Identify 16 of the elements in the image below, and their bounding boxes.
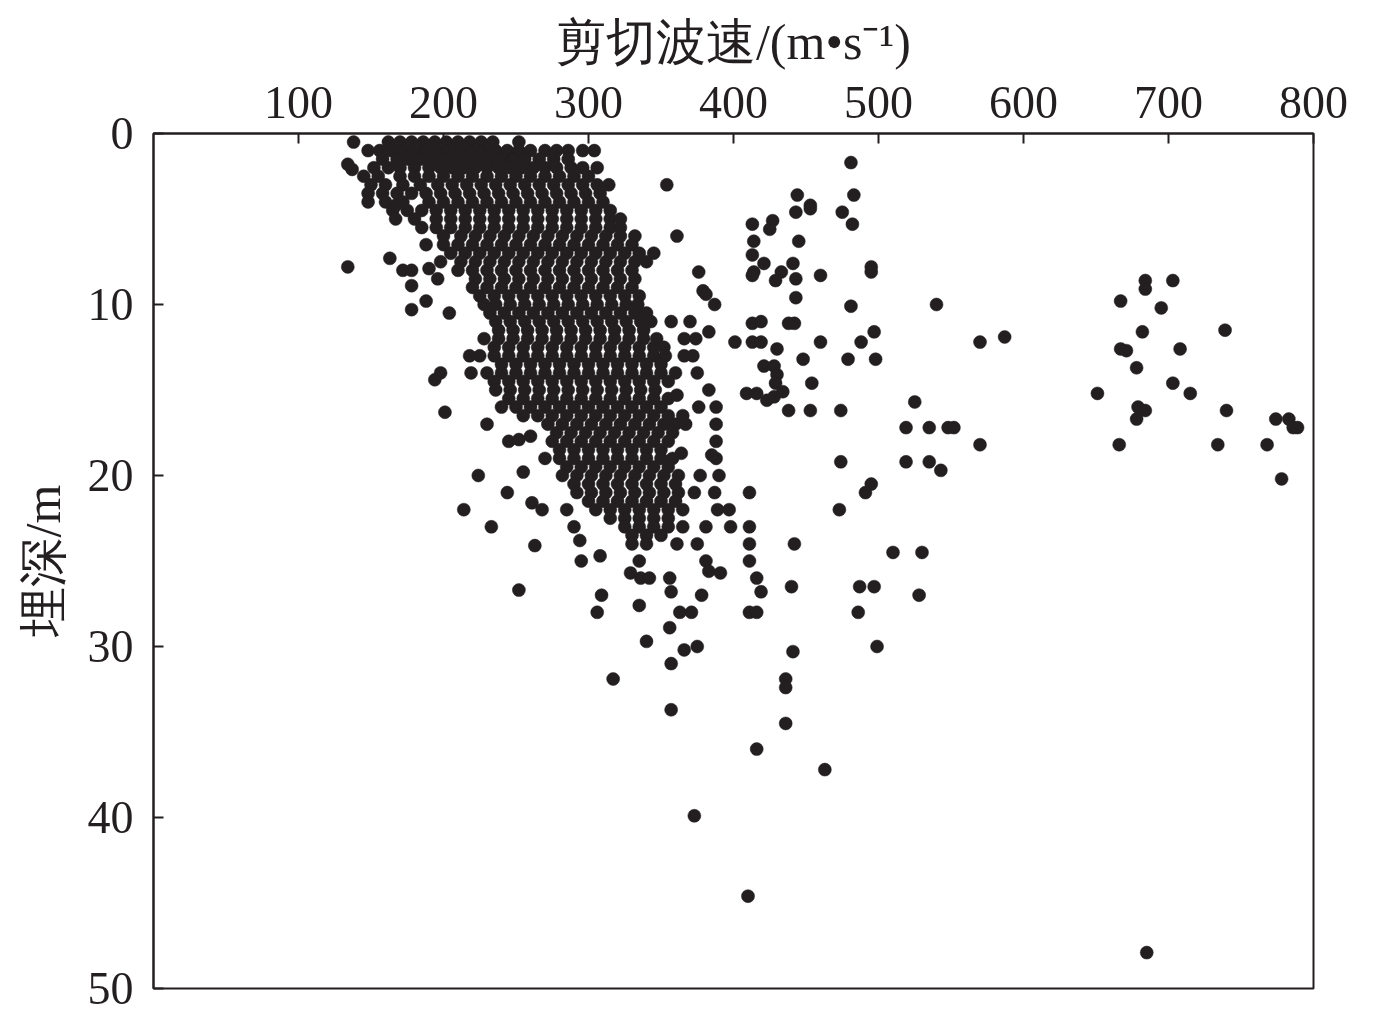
x-axis-title: 剪切波速/(m•s⁻¹) (555, 13, 912, 70)
x-tick-label: 500 (844, 76, 913, 128)
x-tick-label: 200 (409, 76, 478, 128)
y-tick-label: 10 (87, 279, 134, 330)
y-tick-label: 40 (87, 792, 134, 843)
y-tick-label: 30 (87, 621, 134, 672)
x-tick-label: 800 (1279, 76, 1348, 128)
x-tick-label: 600 (989, 76, 1058, 128)
x-tick-label: 100 (264, 76, 333, 128)
x-tick-label: 300 (554, 76, 623, 128)
y-tick-label: 50 (87, 963, 134, 1014)
y-axis-title: 埋深/m (14, 484, 71, 639)
y-tick-label: 20 (87, 450, 134, 501)
y-tick-label: 0 (110, 108, 134, 159)
x-tick-label: 400 (699, 76, 768, 128)
x-tick-label: 700 (1134, 76, 1203, 128)
